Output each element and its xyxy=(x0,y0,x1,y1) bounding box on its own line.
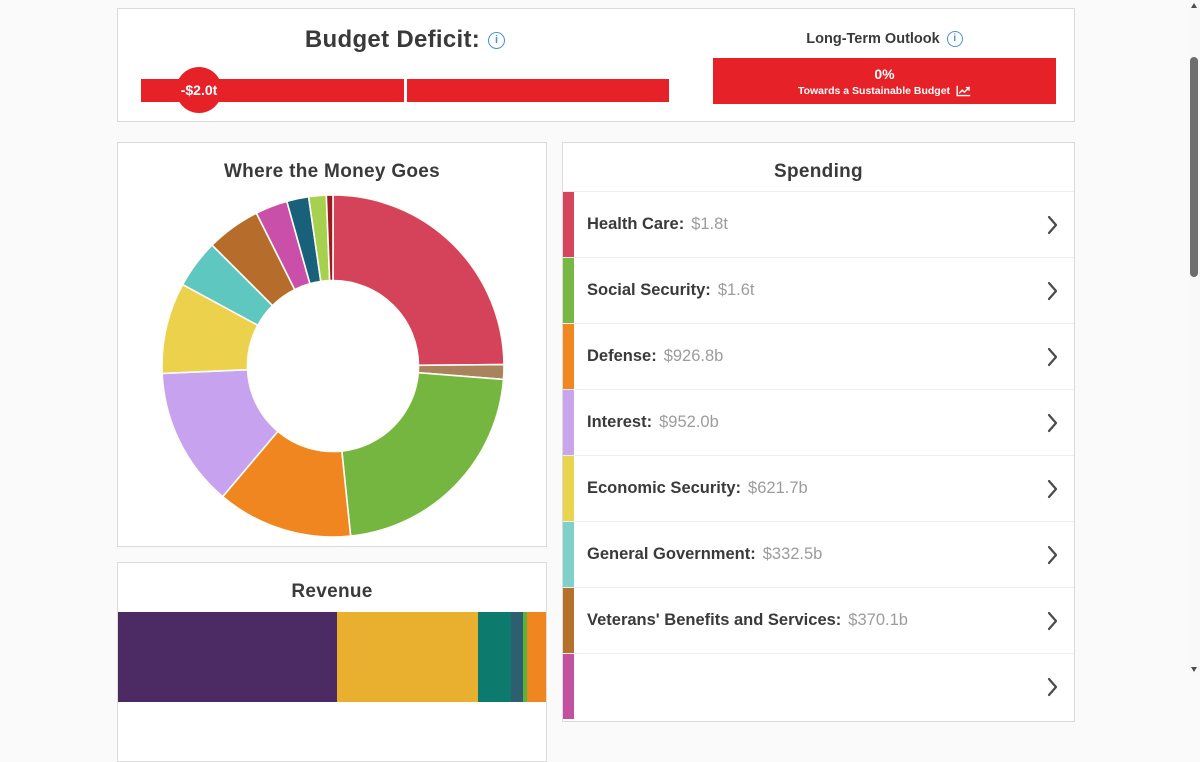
spending-list: Health Care: $1.8t Social Security: $1.6t De… xyxy=(563,191,1074,719)
category-value: $332.5b xyxy=(762,545,823,563)
spending-row[interactable]: Veterans' Benefits and Services: $370.1b xyxy=(563,587,1074,653)
chevron-right-icon[interactable] xyxy=(1047,545,1058,565)
scrollbar-up-arrow-icon[interactable] xyxy=(1191,3,1197,8)
category-color-bar xyxy=(563,588,574,653)
deficit-slider-handle[interactable]: -$2.0t xyxy=(176,67,222,113)
spending-title: Spending xyxy=(774,161,863,182)
info-icon[interactable]: i xyxy=(488,31,506,49)
spending-row[interactable]: General Government: $332.5b xyxy=(563,521,1074,587)
revenue-bar-segment[interactable] xyxy=(511,612,524,702)
outlook-percent: 0% xyxy=(874,65,895,82)
spending-row[interactable]: Health Care: $1.8t xyxy=(563,191,1074,257)
scrollbar-down-arrow-icon[interactable] xyxy=(1191,667,1197,672)
donut-segment[interactable] xyxy=(340,371,505,537)
revenue-stacked-bar-chart[interactable] xyxy=(118,612,546,702)
chevron-right-icon[interactable] xyxy=(1047,479,1058,499)
info-icon[interactable]: i xyxy=(946,31,963,47)
category-value: $952.0b xyxy=(659,413,719,431)
donut-segment[interactable] xyxy=(325,194,334,282)
category-label: Defense: xyxy=(587,347,657,365)
budget-deficit-section: Budget Deficit: i -$2.0t xyxy=(141,9,669,121)
category-color-bar xyxy=(563,654,574,719)
category-value: $1.6t xyxy=(717,281,755,299)
category-color-bar xyxy=(563,324,574,389)
category-value: $621.7b xyxy=(748,479,808,497)
chevron-right-icon[interactable] xyxy=(1047,347,1058,367)
category-value: $926.8b xyxy=(663,347,724,365)
long-term-outlook-section: Long-Term Outlook i 0% Towards a Sustain… xyxy=(713,9,1056,121)
spending-donut-chart[interactable] xyxy=(161,194,505,538)
revenue-card: Revenue xyxy=(117,562,547,762)
chevron-right-icon[interactable] xyxy=(1047,677,1058,697)
category-value: $370.1b xyxy=(848,611,908,629)
category-color-bar xyxy=(563,456,574,521)
category-label: Economic Security: xyxy=(587,479,742,497)
scrollbar-thumb[interactable] xyxy=(1190,57,1198,277)
revenue-bar-segment[interactable] xyxy=(337,612,479,702)
revenue-bar-segment[interactable] xyxy=(523,612,528,702)
long-term-outlook-title: Long-Term Outlook xyxy=(806,31,940,47)
category-label: Interest: xyxy=(587,413,653,431)
spending-panel: Spending Health Care: $1.8t Social Securit… xyxy=(562,142,1075,722)
revenue-bar-segment[interactable] xyxy=(478,612,512,702)
slider-midpoint-divider xyxy=(403,79,407,102)
spending-row[interactable] xyxy=(563,653,1074,719)
budget-header-panel: Budget Deficit: i -$2.0t Long-Term Outlo… xyxy=(117,8,1075,122)
where-money-goes-card: Where the Money Goes xyxy=(117,142,547,547)
chevron-right-icon[interactable] xyxy=(1047,611,1058,631)
where-money-goes-title: Where the Money Goes xyxy=(223,161,441,182)
deficit-slider[interactable]: -$2.0t xyxy=(141,67,669,113)
category-color-bar xyxy=(563,258,574,323)
category-color-bar xyxy=(563,522,574,587)
outlook-status-button[interactable]: 0% Towards a Sustainable Budget xyxy=(713,58,1056,104)
category-label: Health Care: xyxy=(587,215,685,233)
budget-deficit-title: Budget Deficit: xyxy=(304,26,481,53)
chevron-right-icon[interactable] xyxy=(1047,413,1058,433)
chevron-right-icon[interactable] xyxy=(1047,281,1058,301)
revenue-bar-segment[interactable] xyxy=(118,612,338,702)
revenue-bar-segment[interactable] xyxy=(527,612,546,702)
spending-row[interactable]: Interest: $952.0b xyxy=(563,389,1074,455)
spending-row[interactable]: Social Security: $1.6t xyxy=(563,257,1074,323)
category-color-bar xyxy=(563,390,574,455)
spending-row[interactable]: Economic Security: $621.7b xyxy=(563,455,1074,521)
deficit-value-label: -$2.0t xyxy=(180,82,218,98)
revenue-title: Revenue xyxy=(291,581,373,602)
donut-segment[interactable] xyxy=(332,194,505,367)
category-label: General Government: xyxy=(587,545,756,563)
category-label: Veterans' Benefits and Services: xyxy=(587,611,842,629)
page-scrollbar[interactable] xyxy=(1188,0,1200,675)
trend-chart-icon xyxy=(956,85,971,96)
category-color-bar xyxy=(563,192,574,257)
chevron-right-icon[interactable] xyxy=(1047,215,1058,235)
outlook-subtitle: Towards a Sustainable Budget xyxy=(797,84,951,97)
category-value: $1.8t xyxy=(691,215,728,233)
spending-row[interactable]: Defense: $926.8b xyxy=(563,323,1074,389)
category-label: Social Security: xyxy=(587,281,711,299)
